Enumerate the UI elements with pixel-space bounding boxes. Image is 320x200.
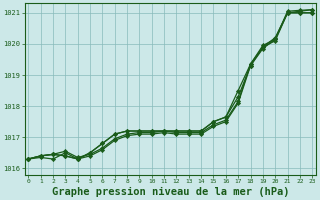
X-axis label: Graphe pression niveau de la mer (hPa): Graphe pression niveau de la mer (hPa) [52, 186, 289, 197]
